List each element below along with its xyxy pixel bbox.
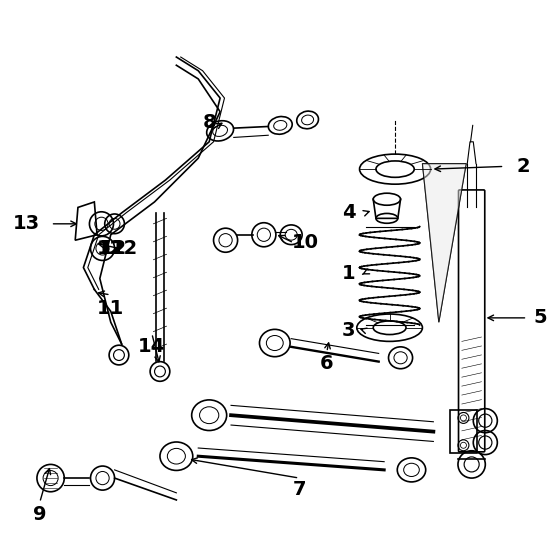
Text: 3: 3 <box>342 321 355 340</box>
Text: 2: 2 <box>517 157 530 176</box>
Text: 9: 9 <box>33 505 46 524</box>
Text: 5: 5 <box>533 309 547 328</box>
Text: 12: 12 <box>97 239 124 258</box>
Text: 11: 11 <box>97 299 124 318</box>
Text: 10: 10 <box>292 233 318 252</box>
Text: 1: 1 <box>342 263 355 282</box>
Text: 4: 4 <box>342 203 355 222</box>
Text: 7: 7 <box>293 480 306 499</box>
Text: 6: 6 <box>320 354 333 373</box>
Text: 13: 13 <box>13 214 40 233</box>
Text: 14: 14 <box>138 338 166 356</box>
Polygon shape <box>422 164 466 323</box>
Text: 12: 12 <box>111 239 138 258</box>
Text: 8: 8 <box>202 113 216 132</box>
Text: 12: 12 <box>100 239 127 258</box>
